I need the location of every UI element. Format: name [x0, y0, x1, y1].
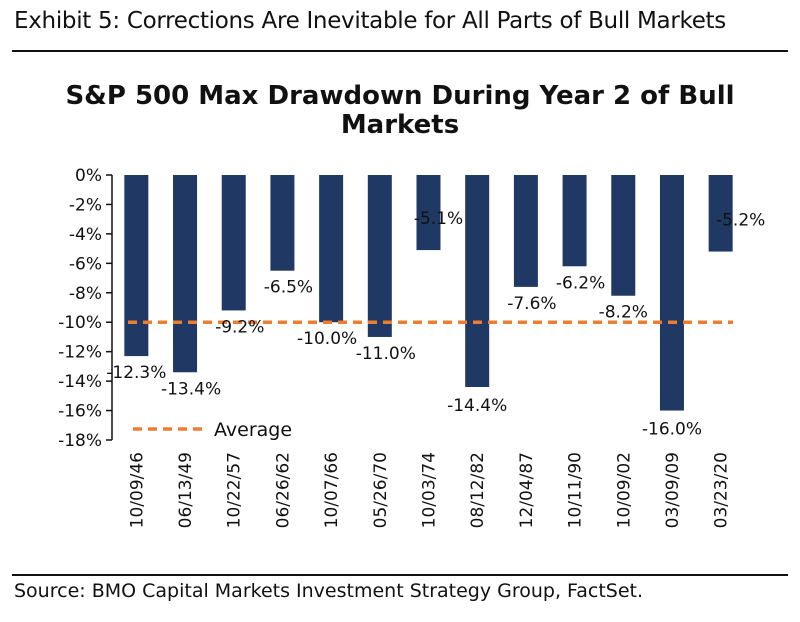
data-label: -7.6% [507, 294, 556, 314]
x-tick-label: 05/26/70 [371, 452, 391, 528]
data-label: -14.4% [447, 396, 507, 416]
x-tick-label: 03/23/20 [712, 452, 732, 528]
data-label: -16.0% [642, 420, 702, 440]
y-tick-label: -16% [58, 402, 102, 422]
bar-05-26-70 [367, 175, 392, 337]
source-note: Source: BMO Capital Markets Investment S… [14, 580, 644, 602]
data-label: -9.2% [215, 317, 264, 337]
y-tick-label: -8% [69, 284, 102, 304]
y-tick-label: -10% [58, 313, 102, 333]
bar-10-09-02 [611, 175, 636, 296]
data-label: -6.2% [556, 273, 605, 293]
x-axis-labels: 10/09/46 06/13/49 10/22/57 06/26/62 10/07/66… [127, 452, 731, 528]
bar-08-12-82 [465, 175, 490, 387]
data-label: -10.0% [297, 329, 357, 349]
x-tick-label: 10/11/90 [566, 452, 586, 528]
legend-average-label: Average [214, 419, 292, 441]
x-tick-label: 06/26/62 [273, 452, 293, 528]
data-label: -12.3% [106, 363, 166, 383]
x-tick-label: 06/13/49 [176, 452, 196, 528]
legend: Average [133, 419, 292, 441]
bar-series [124, 175, 733, 411]
chart-title-line-1: S&P 500 Max Drawdown During Year 2 of Bu… [65, 81, 734, 111]
bar-12-04-87 [513, 175, 538, 287]
bar-06-13-49 [173, 175, 198, 373]
data-label: -6.5% [264, 278, 313, 298]
x-tick-label: 03/09/09 [663, 452, 683, 528]
data-labels: -12.3%-13.4% -9.2%-6.5% -10.0%-11.0% -5.1% -… [106, 209, 765, 439]
bar-03-23-20 [708, 175, 733, 252]
bar-chart: S&P 500 Max Drawdown During Year 2 of Bu… [58, 81, 765, 528]
x-tick-label: 10/09/46 [127, 452, 147, 528]
bar-06-26-62 [270, 175, 295, 271]
x-tick-label: 12/04/87 [517, 452, 537, 528]
y-tick-label: -18% [58, 431, 102, 451]
y-tick-label: -12% [58, 343, 102, 363]
x-tick-label: 10/09/02 [614, 452, 634, 528]
y-tick-label: -4% [69, 225, 102, 245]
y-tick-label: 0% [75, 166, 102, 186]
bar-03-09-09 [659, 175, 684, 411]
bar-10-11-90 [562, 175, 587, 267]
exhibit-title: Exhibit 5: Corrections Are Inevitable fo… [14, 8, 726, 34]
data-label: -13.4% [161, 379, 221, 399]
bar-10-07-66 [319, 175, 344, 323]
top-rule [12, 50, 788, 52]
x-tick-label: 10/07/66 [322, 452, 342, 528]
bar-10-03-74 [416, 175, 441, 251]
bar-10-09-46 [124, 175, 149, 357]
y-axis: 0% -2% -4% -6% -8% -10% -12% -14% -16% -18% [58, 166, 113, 451]
data-label: -5.1% [414, 209, 463, 229]
y-tick-label: -14% [58, 372, 102, 392]
x-tick-label: 10/22/57 [225, 452, 245, 528]
x-tick-label: 08/12/82 [468, 452, 488, 528]
data-label: -8.2% [599, 303, 648, 323]
y-tick-label: -2% [69, 195, 102, 215]
bar-10-22-57 [221, 175, 246, 311]
y-tick-label: -6% [69, 254, 102, 274]
data-label: -5.2% [716, 211, 765, 231]
bottom-rule [12, 574, 788, 576]
chart-title-line-2: Markets [341, 110, 459, 140]
x-tick-label: 10/03/74 [420, 452, 440, 528]
data-label: -11.0% [356, 344, 416, 364]
